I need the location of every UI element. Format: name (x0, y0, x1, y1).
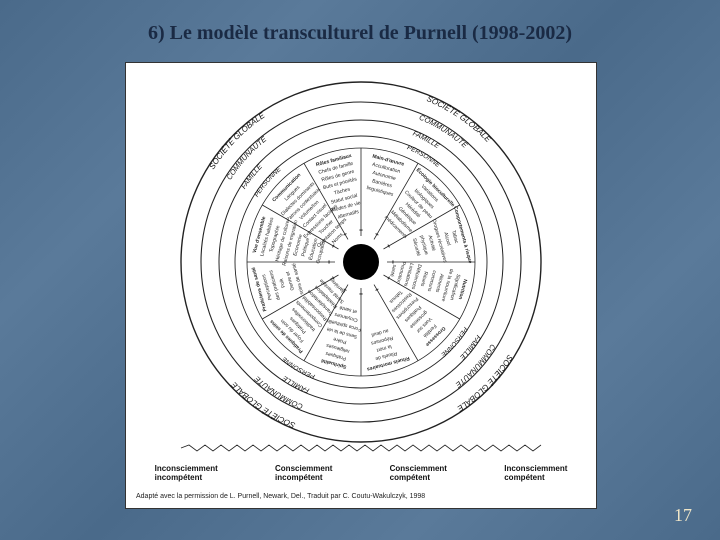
stage4-l2: compétent (504, 473, 567, 482)
svg-text:FAMILLE: FAMILLE (412, 130, 441, 150)
svg-text:FAMILLE: FAMILLE (281, 374, 310, 394)
stage4-l1: Inconsciemment (504, 464, 567, 473)
purnell-diagram: SOCIÉTÉ GLOBALESOCIÉTÉ GLOBALESOCIÉTÉ GL… (126, 67, 596, 457)
stage3-l1: Consciemment (390, 464, 447, 473)
continuum-stage-1: Inconsciemment incompétent (155, 464, 218, 482)
diagram-container: SOCIÉTÉ GLOBALESOCIÉTÉ GLOBALESOCIÉTÉ GL… (125, 62, 597, 509)
credit-line: Adapté avec la permission de L. Purnell,… (136, 493, 425, 500)
slide-title: 6) Le modèle transculturel de Purnell (1… (0, 0, 720, 45)
continuum-stage-4: Inconsciemment compétent (504, 464, 567, 482)
stage2-l1: Consciemment (275, 464, 332, 473)
stage2-l2: incompétent (275, 473, 332, 482)
diagram-svg-wrap: SOCIÉTÉ GLOBALESOCIÉTÉ GLOBALESOCIÉTÉ GL… (126, 67, 596, 457)
slide: 6) Le modèle transculturel de Purnell (1… (0, 0, 720, 540)
page-number: 17 (674, 505, 692, 526)
continuum-stage-3: Consciemment compétent (390, 464, 447, 482)
svg-text:santé: santé (388, 264, 397, 278)
svg-text:Folk: Folk (279, 277, 287, 288)
competence-continuum: Inconsciemment incompétent Consciemment … (126, 464, 596, 482)
continuum-stage-2: Consciemment incompétent (275, 464, 332, 482)
stage3-l2: compétent (390, 473, 447, 482)
stage1-l1: Inconsciemment (155, 464, 218, 473)
stage1-l2: incompétent (155, 473, 218, 482)
